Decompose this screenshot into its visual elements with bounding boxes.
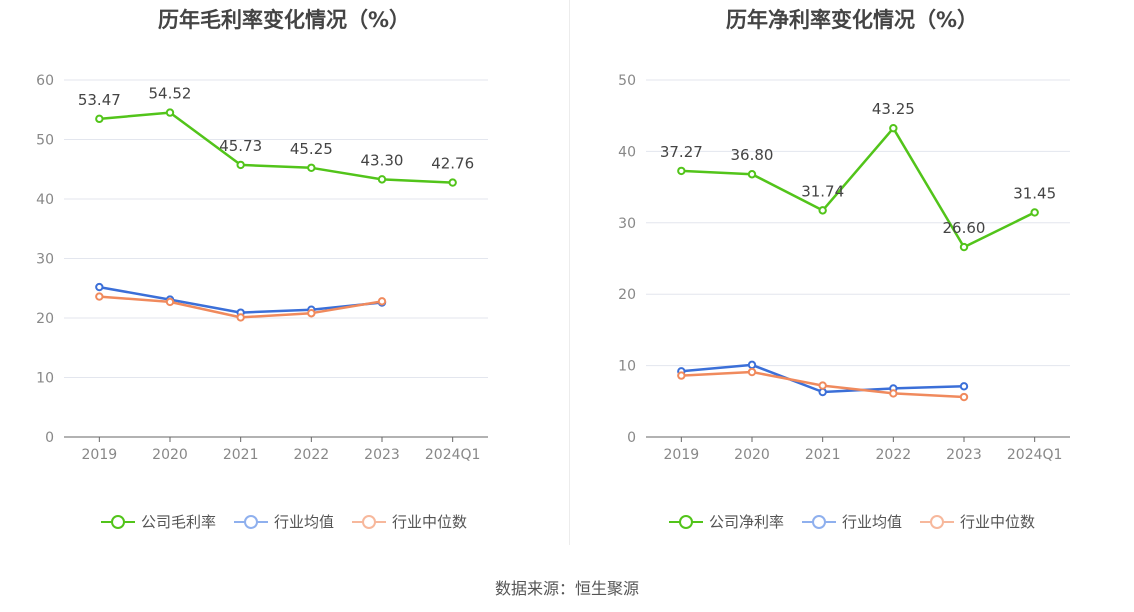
- data-label: 36.80: [731, 146, 774, 164]
- y-tick-label: 10: [36, 371, 54, 387]
- legend-label: 行业中位数: [392, 513, 468, 531]
- panel-divider: [569, 0, 570, 545]
- x-tick-label: 2023: [946, 447, 982, 463]
- legend-item-industry-median[interactable]: 行业中位数: [920, 511, 1035, 532]
- gross-margin-chart-panel: 历年毛利率变化情况（%） 0 10 20 30 40 50 60 2019 2020 2021 20…: [0, 0, 568, 560]
- legend-label: 公司毛利率: [140, 513, 216, 531]
- data-point-industry_median: [677, 371, 686, 380]
- data-point-company: [747, 170, 757, 179]
- data-point-company: [1030, 208, 1039, 217]
- data-label: 45.25: [290, 140, 333, 158]
- x-tick-label: 2020: [734, 447, 770, 463]
- data-label: 45.73: [219, 137, 262, 155]
- legend-item-company[interactable]: 公司净利率: [668, 511, 784, 532]
- data-label: 43.25: [872, 100, 915, 118]
- legend-marker-icon: [920, 512, 954, 532]
- legend-marker-icon: [801, 512, 836, 532]
- y-tick-label: 50: [618, 73, 636, 89]
- legend-label: 行业中位数: [960, 513, 1036, 531]
- y-tick-label: 60: [36, 73, 54, 89]
- net-margin-plot: 0 10 20 30 40 50 2019 2020 2021 2022 2023 2024Q1 37.…: [618, 73, 1070, 463]
- data-label: 31.74: [801, 182, 844, 200]
- legend-marker-icon: [352, 512, 386, 532]
- y-tick-label: 30: [618, 216, 636, 232]
- data-point-company: [448, 178, 457, 187]
- y-tick-label: 0: [627, 430, 636, 446]
- data-point-company: [236, 160, 245, 170]
- x-tick-label: 2020: [152, 447, 188, 463]
- data-point-industry_median: [236, 313, 245, 322]
- legend-marker-icon: [100, 512, 135, 532]
- data-point-industry_median: [165, 297, 175, 307]
- legend-marker-icon: [668, 512, 703, 532]
- y-tick-label: 10: [618, 359, 636, 375]
- data-label: 54.52: [149, 85, 192, 103]
- data-point-industry_median: [747, 367, 757, 377]
- y-tick-label: 20: [618, 287, 636, 303]
- chart-title: 历年净利率变化情况（%）: [725, 8, 979, 32]
- data-point-company: [377, 175, 387, 184]
- legend-marker-icon: [233, 512, 268, 532]
- legend-item-industry-avg[interactable]: 行业均值: [233, 511, 334, 532]
- data-point-industry_avg: [959, 382, 969, 391]
- data-point-industry_median: [377, 297, 387, 306]
- legend: 公司毛利率 行业均值 行业中位数: [0, 511, 568, 532]
- data-source: 数据来源：恒生聚源: [494, 579, 639, 598]
- legend: 公司净利率 行业均值 行业中位数: [570, 511, 1134, 532]
- data-point-industry_avg: [747, 360, 757, 370]
- data-point-industry_median: [307, 309, 316, 318]
- y-tick-label: 0: [45, 430, 54, 446]
- chart-title: 历年毛利率变化情况（%）: [157, 8, 411, 32]
- legend-item-industry-avg[interactable]: 行业均值: [801, 511, 902, 532]
- y-tick-label: 50: [36, 133, 54, 149]
- y-tick-label: 40: [618, 144, 636, 160]
- series-line-company: [681, 126, 1036, 249]
- data-point-company: [165, 108, 175, 117]
- x-tick-label: 2024Q1: [1007, 447, 1063, 463]
- data-label: 26.60: [943, 219, 986, 237]
- data-label: 31.45: [1013, 184, 1056, 202]
- x-tick-label: 2024Q1: [425, 447, 481, 463]
- legend-item-industry-median[interactable]: 行业中位数: [352, 511, 467, 532]
- data-point-company: [818, 206, 827, 215]
- data-point-industry_median: [889, 389, 898, 398]
- y-tick-label: 30: [36, 252, 54, 268]
- data-point-company: [95, 114, 104, 124]
- data-point-company: [307, 163, 316, 172]
- legend-item-company[interactable]: 公司毛利率: [100, 511, 216, 532]
- x-tick-label: 2019: [664, 447, 700, 463]
- data-point-company: [959, 242, 969, 252]
- data-point-industry_avg: [95, 282, 104, 292]
- y-tick-label: 40: [36, 192, 54, 208]
- data-point-company: [677, 166, 686, 176]
- x-tick-label: 2022: [876, 447, 912, 463]
- data-point-industry_median: [959, 392, 969, 402]
- data-label: 43.30: [361, 151, 404, 169]
- y-tick-label: 20: [36, 311, 54, 327]
- data-point-company: [889, 123, 898, 133]
- gross-margin-plot: 0 10 20 30 40 50 60 2019 2020 2021 2022 2023 2024Q1 5…: [36, 73, 488, 463]
- x-tick-label: 2023: [364, 447, 400, 463]
- x-tick-label: 2022: [294, 447, 330, 463]
- data-label: 42.76: [431, 155, 474, 173]
- data-point-industry_median: [95, 292, 104, 301]
- net-margin-chart-panel: 历年净利率变化情况（%） 0 10 20 30 40 50 2019 2020 2021 2022…: [570, 0, 1134, 560]
- legend-label: 行业均值: [273, 513, 334, 531]
- x-tick-label: 2019: [82, 447, 118, 463]
- x-tick-label: 2021: [223, 447, 259, 463]
- data-point-industry_median: [818, 381, 827, 390]
- legend-label: 行业均值: [841, 513, 902, 531]
- x-tick-label: 2021: [805, 447, 841, 463]
- data-label: 53.47: [78, 91, 121, 109]
- legend-label: 公司净利率: [708, 513, 784, 531]
- series-line-company: [99, 111, 453, 184]
- data-label: 37.27: [660, 143, 703, 161]
